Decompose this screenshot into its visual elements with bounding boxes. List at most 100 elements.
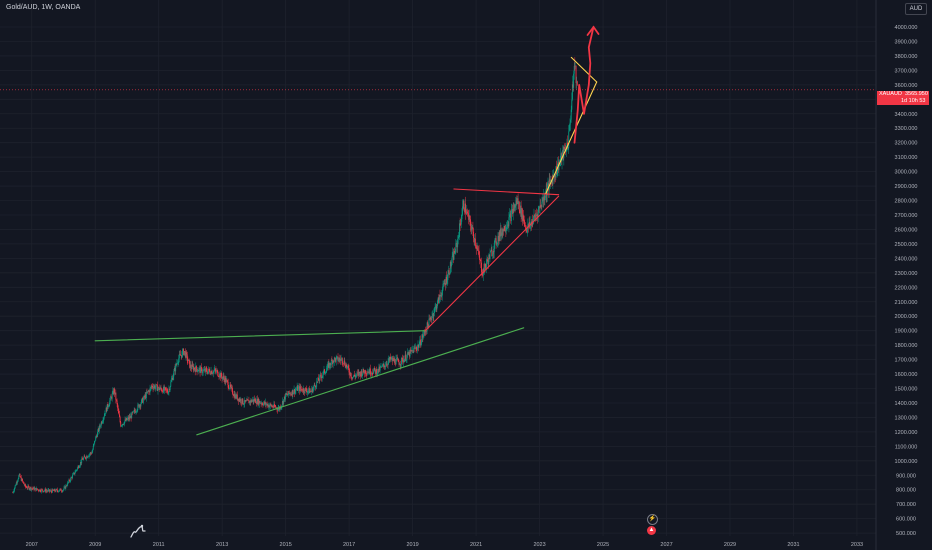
candle-body <box>167 391 169 394</box>
candle-body <box>203 370 205 371</box>
candle-body <box>126 418 128 421</box>
candle-body <box>83 458 84 460</box>
candle-body <box>336 356 338 358</box>
candle-body <box>193 367 195 371</box>
candle-body <box>308 388 310 391</box>
y-tick-label: 800.000 <box>896 488 916 494</box>
candle-body <box>115 392 117 400</box>
candle-body <box>88 454 90 457</box>
candle-body <box>397 359 399 362</box>
candle-body <box>448 270 450 275</box>
candle-body <box>245 400 247 402</box>
candle-body <box>20 476 22 478</box>
candle-body <box>217 370 219 376</box>
candle-body <box>379 366 380 371</box>
candle-body <box>329 362 330 369</box>
candle-body <box>119 417 121 423</box>
candle-body <box>202 370 204 373</box>
tradingview-logo-icon[interactable] <box>130 524 146 538</box>
candle-body <box>81 458 83 460</box>
candle-body <box>514 204 516 208</box>
candle-body <box>139 405 141 407</box>
candle-body <box>112 390 114 395</box>
y-tick-label: 4000.000 <box>895 25 918 31</box>
candle-body <box>416 347 418 350</box>
dividend-flag-icon[interactable]: ▲ <box>647 526 656 535</box>
candle-body <box>239 399 241 401</box>
candle-body <box>25 484 26 487</box>
candle-body <box>267 403 269 407</box>
candle-body <box>497 235 499 243</box>
y-tick-label: 1400.000 <box>895 401 918 407</box>
candle-body <box>508 217 510 227</box>
candle-body <box>18 474 20 476</box>
candle-body <box>576 81 578 84</box>
candle-body <box>364 370 366 374</box>
candle-body <box>475 245 477 247</box>
candle-body <box>48 489 50 492</box>
candle-series <box>12 57 578 494</box>
candle-body <box>396 358 398 360</box>
candle-body <box>352 376 354 378</box>
candle-body <box>371 372 373 375</box>
candle-body <box>277 409 279 411</box>
candle-body <box>92 445 94 450</box>
candle-body <box>469 215 471 220</box>
candle-body <box>158 386 160 390</box>
candle-body <box>262 404 264 406</box>
candle-body <box>133 411 134 412</box>
candle-body <box>294 390 296 394</box>
candle-body <box>403 359 405 363</box>
candle-body <box>474 238 476 242</box>
candle-body <box>452 253 454 260</box>
candle-body <box>451 256 453 263</box>
candle-body <box>391 357 393 359</box>
price-tag-symbol: XAUAUD 3565.950 <box>879 91 928 97</box>
candle-body <box>69 479 70 482</box>
candle-body <box>135 411 137 413</box>
candle-body <box>250 399 252 402</box>
candle-body <box>499 232 501 237</box>
candle-body <box>360 371 362 377</box>
candle-body <box>427 324 429 328</box>
candle-body <box>113 388 115 395</box>
candle-body <box>34 488 36 490</box>
candle-body <box>23 483 25 486</box>
candle-body <box>390 356 391 360</box>
x-tick-label: 2023 <box>533 542 545 548</box>
candle-body <box>180 355 182 356</box>
candle-body <box>446 276 448 283</box>
candle-body <box>335 357 337 362</box>
candle-body <box>361 373 363 376</box>
candle-body <box>14 487 15 491</box>
candle-body <box>337 356 339 362</box>
y-tick-label: 2900.000 <box>895 184 918 190</box>
candle-body <box>140 403 142 407</box>
candle-body <box>450 261 452 267</box>
candle-body <box>296 386 298 390</box>
candle-body <box>34 487 36 489</box>
candle-body <box>195 365 197 372</box>
candle-body <box>455 243 457 253</box>
lightning-icon[interactable]: ⚡ <box>647 514 658 525</box>
candle-body <box>202 372 203 374</box>
candle-body <box>354 374 355 376</box>
candle-body <box>512 208 514 215</box>
candle-body <box>291 393 293 396</box>
candle-body <box>499 228 501 237</box>
candle-body <box>509 213 511 215</box>
candle-body <box>502 229 504 236</box>
candle-body <box>495 238 496 240</box>
currency-badge[interactable]: AUD <box>905 3 927 15</box>
candle-body <box>198 368 200 371</box>
candle-body <box>107 404 109 407</box>
candle-body <box>163 387 164 393</box>
candle-body <box>30 487 32 490</box>
candle-body <box>324 372 326 374</box>
candle-body <box>188 359 189 361</box>
chart-title[interactable]: Gold/AUD, 1W, OANDA <box>6 4 81 11</box>
candle-body <box>35 487 37 491</box>
candle-body <box>182 349 184 352</box>
candle-body <box>275 407 277 409</box>
